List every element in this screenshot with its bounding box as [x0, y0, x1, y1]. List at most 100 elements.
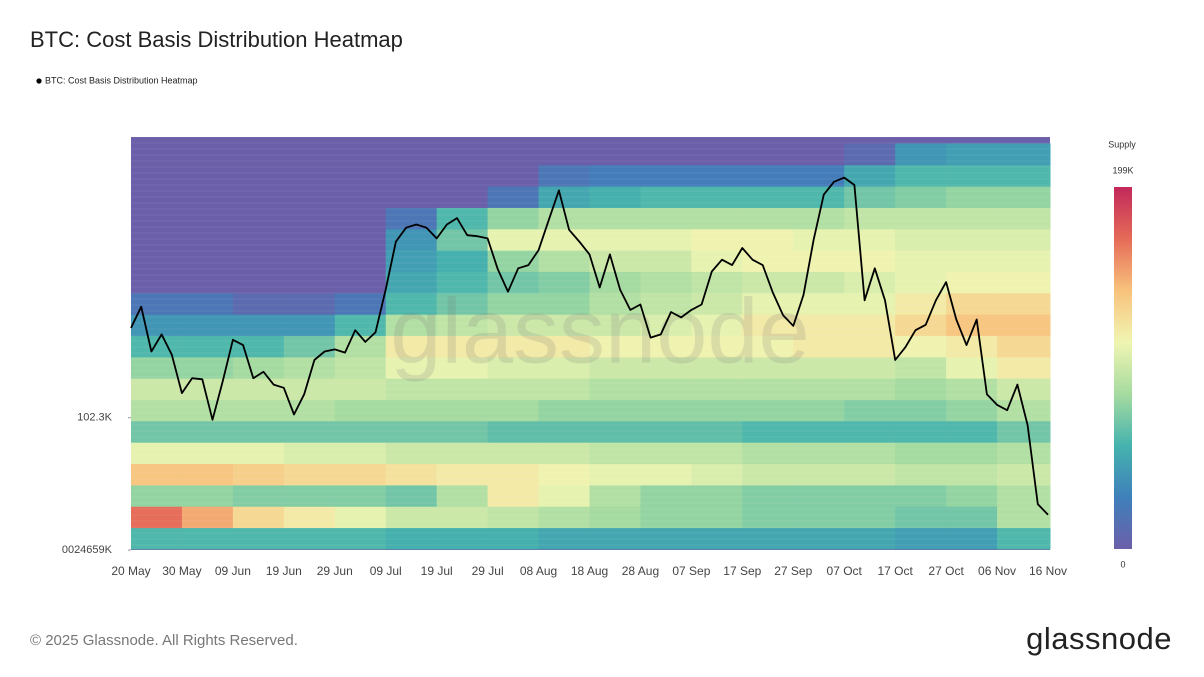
heatmap-cell — [232, 228, 285, 251]
x-tick-label: 29 Jun — [317, 564, 353, 578]
heatmap-cell — [334, 420, 387, 443]
heatmap-cell — [283, 143, 336, 166]
heatmap-cell — [640, 484, 692, 507]
heatmap-cell — [181, 420, 234, 443]
heatmap-cell — [181, 378, 234, 401]
heatmap-cell — [844, 506, 896, 529]
x-tick-label: 18 Aug — [571, 564, 608, 578]
heatmap-cell — [793, 292, 845, 315]
heatmap-cell — [487, 378, 540, 401]
heatmap-cell — [131, 442, 183, 465]
heatmap-cell — [640, 314, 692, 336]
heatmap-cell — [793, 356, 845, 379]
heatmap-cell — [436, 378, 489, 401]
heatmap-cell — [742, 442, 794, 465]
heatmap-cell — [640, 442, 692, 465]
heatmap-cell — [895, 335, 947, 358]
heatmap-cell — [844, 399, 896, 422]
heatmap-cell — [232, 463, 285, 486]
heatmap-cell — [844, 228, 896, 251]
heatmap-cell — [946, 314, 998, 336]
heatmap-cell — [946, 527, 998, 550]
copyright: © 2025 Glassnode. All Rights Reserved. — [30, 632, 298, 649]
heatmap-cell — [589, 228, 641, 251]
heatmap-cell — [334, 527, 387, 550]
heatmap-cell — [487, 143, 540, 166]
heatmap-cell — [283, 484, 336, 507]
heatmap-cell — [895, 207, 947, 230]
heatmap-cell — [334, 399, 387, 422]
heatmap-cell — [385, 484, 438, 507]
heatmap-cell — [131, 527, 183, 550]
heatmap-cell — [640, 186, 692, 208]
heatmap-cell — [589, 527, 641, 550]
heatmap-cell — [487, 420, 540, 443]
heatmap-cell — [997, 314, 1051, 336]
heatmap-cell — [181, 250, 234, 272]
heatmap-cell — [385, 399, 438, 422]
heatmap-cell — [844, 442, 896, 465]
heatmap-cell — [538, 378, 590, 401]
heatmap-cell — [538, 399, 590, 422]
heatmap-cell — [436, 442, 489, 465]
heatmap-cell — [181, 143, 234, 166]
heatmap-cell — [793, 314, 845, 336]
heatmap-cell — [691, 271, 743, 294]
heatmap-cell — [946, 506, 998, 529]
heatmap-cell — [334, 207, 387, 230]
heatmap-cell — [334, 271, 387, 294]
heatmap-cell — [538, 292, 590, 315]
logo: glassnode — [1026, 621, 1172, 656]
heatmap-cell — [538, 506, 590, 529]
heatmap-cell — [131, 186, 183, 208]
heatmap-cell — [334, 143, 387, 166]
heatmap-cell — [232, 527, 285, 550]
x-tick-label: 09 Jun — [215, 564, 251, 578]
heatmap-cell — [589, 399, 641, 422]
heatmap-cell — [691, 463, 743, 486]
heatmap-cell — [283, 399, 336, 422]
heatmap-cell — [181, 207, 234, 230]
heatmap-cell — [742, 228, 794, 251]
heatmap-cell — [232, 314, 285, 336]
heatmap-cell — [487, 292, 540, 315]
y-tick-label: 0024659K — [62, 544, 113, 556]
heatmap-cell — [997, 164, 1051, 187]
heatmap-cell — [844, 484, 896, 507]
x-tick-label: 09 Jul — [370, 564, 402, 578]
heatmap-cell — [691, 228, 743, 251]
heatmap-cell — [436, 143, 489, 166]
heatmap-cell — [181, 335, 234, 358]
heatmap-cell — [232, 420, 285, 443]
heatmap-cell — [742, 250, 794, 272]
heatmap-cell — [640, 250, 692, 272]
heatmap-cell — [334, 506, 387, 529]
heatmap-cell — [793, 484, 845, 507]
heatmap-cell — [131, 271, 183, 294]
heatmap-cell — [742, 186, 794, 208]
heatmap-cell — [538, 228, 590, 251]
heatmap-cell — [181, 164, 234, 187]
heatmap-cell — [895, 250, 947, 272]
heatmap-cell — [385, 207, 438, 230]
heatmap-cell — [538, 250, 590, 272]
colorbar-tick-label: 199K — [1112, 165, 1133, 175]
heatmap-cell — [385, 335, 438, 358]
heatmap-cell — [334, 378, 387, 401]
heatmap-cell — [997, 207, 1051, 230]
heatmap-cell — [436, 420, 489, 443]
heatmap-cell — [283, 442, 336, 465]
heatmap-cell — [691, 207, 743, 230]
heatmap-cell — [232, 186, 285, 208]
heatmap-cell — [232, 271, 285, 294]
heatmap-cell — [181, 271, 234, 294]
heatmap-cell — [589, 378, 641, 401]
heatmap-cell — [589, 356, 641, 379]
heatmap-cell — [844, 356, 896, 379]
heatmap-cell — [589, 335, 641, 358]
heatmap-cell — [742, 271, 794, 294]
heatmap-cell — [283, 420, 336, 443]
heatmap-cell — [181, 527, 234, 550]
heatmap-cell — [385, 356, 438, 379]
